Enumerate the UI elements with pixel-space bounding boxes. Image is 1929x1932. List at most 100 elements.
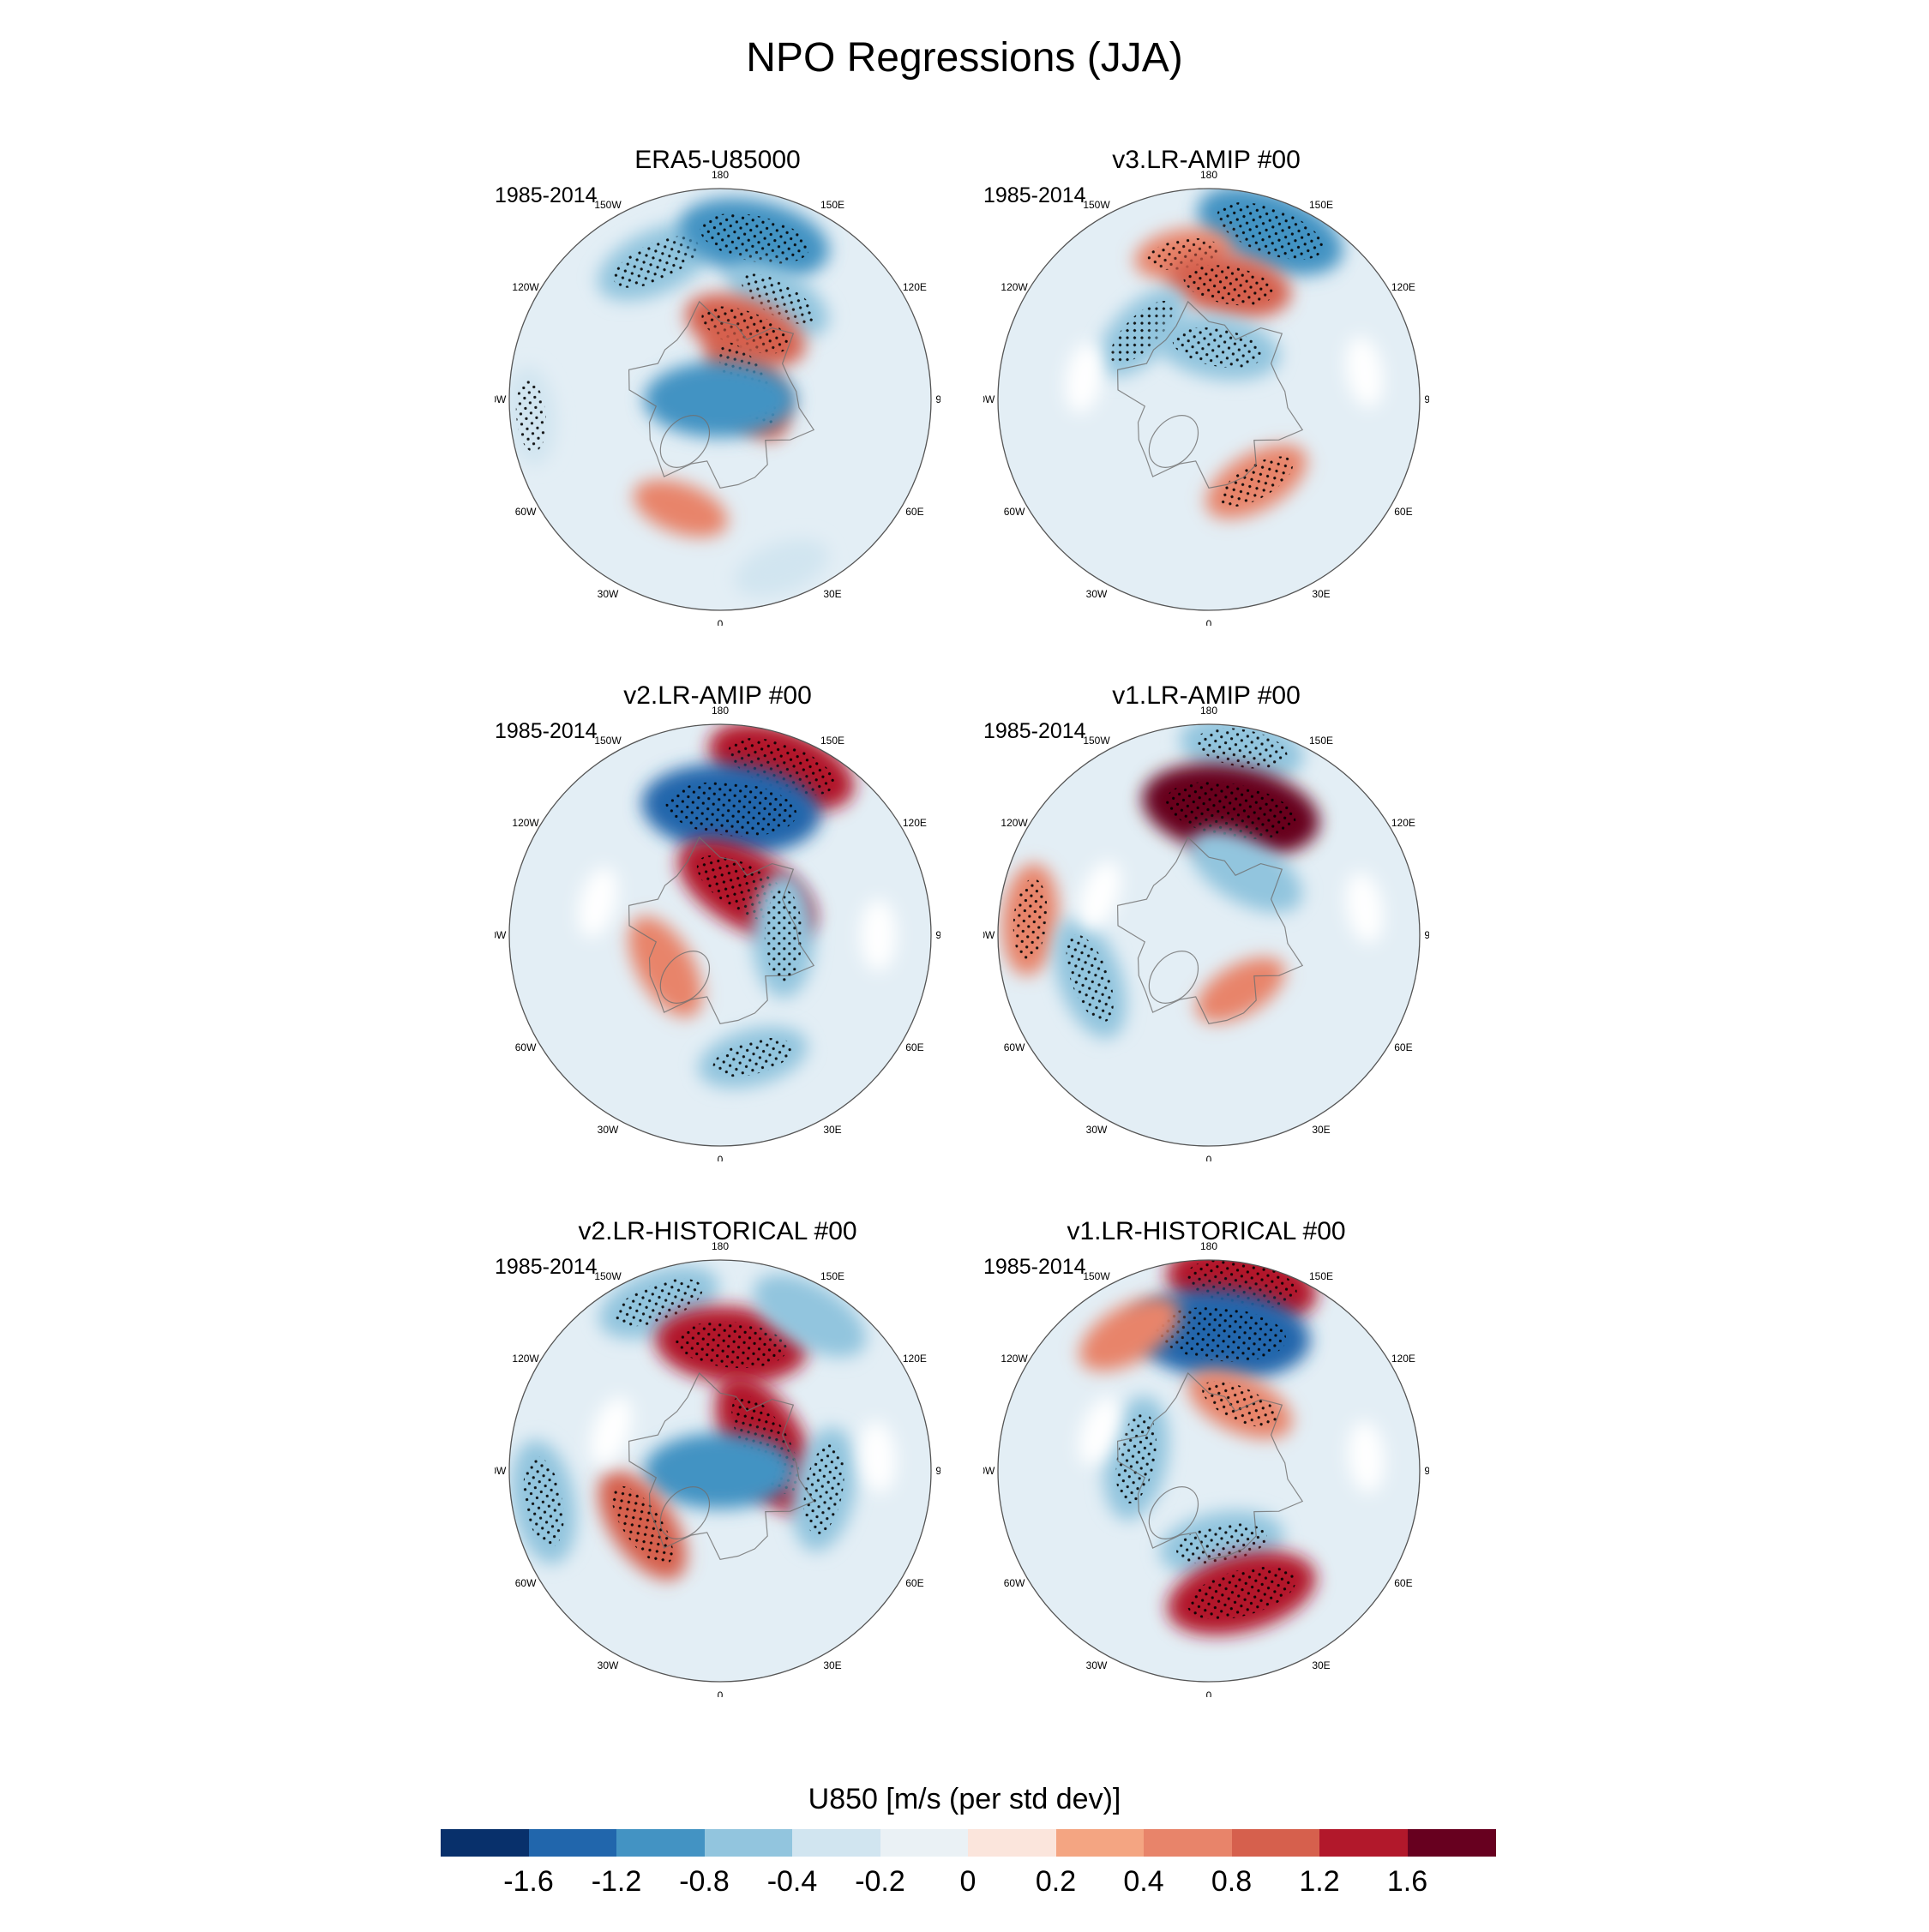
longitude-label: 60W [1004, 506, 1025, 518]
longitude-label: 90E [935, 1465, 940, 1477]
colorbar-tick-label: 1.2 [1299, 1865, 1340, 1898]
map-panel: v2.LR-HISTORICAL #00 1985-2014 180 150E 120E… [495, 1217, 940, 1697]
longitude-label: 180 [1200, 1240, 1217, 1252]
anomaly-region [1345, 872, 1384, 944]
map-background [509, 724, 931, 1146]
longitude-label: 150W [1083, 1270, 1110, 1282]
colorbar-tick-label: 0.8 [1211, 1865, 1253, 1898]
anomaly-region [1348, 1421, 1385, 1493]
longitude-label: 150E [820, 735, 844, 747]
anomaly-region [859, 1421, 897, 1493]
anomaly-region [628, 915, 703, 1017]
significance-stipple [803, 1443, 844, 1535]
longitude-label: 120W [1001, 281, 1028, 293]
longitude-label: 180 [712, 169, 729, 181]
longitude-label: 60W [515, 506, 537, 518]
longitude-label: 30E [1312, 588, 1330, 600]
colorbar-swatch [1055, 1829, 1145, 1857]
colorbar-tick-label: 0.2 [1035, 1865, 1077, 1898]
polar-map: 180 150E 120E 90E 60E 30E 0 30W 60W 90W 120W 150W [983, 1240, 1429, 1697]
anomaly-region [734, 539, 829, 597]
significance-stipple [615, 1278, 703, 1327]
longitude-label: 150E [820, 1270, 844, 1282]
longitude-label: 30E [1312, 1124, 1330, 1136]
longitude-label: 60E [905, 1041, 923, 1053]
colorbar-swatch [1231, 1829, 1320, 1857]
colorbar-tick-label: -0.2 [855, 1865, 905, 1898]
map-boundary [997, 723, 1421, 1147]
panel-title: v2.LR-AMIP #00 [623, 681, 812, 710]
panel-title: ERA5-U85000 [634, 146, 801, 174]
significance-stipple [1219, 456, 1294, 507]
longitude-label: 60E [1394, 1041, 1412, 1053]
coastlines [628, 836, 815, 1024]
longitude-label: 90W [983, 1465, 995, 1477]
significance-stipple [699, 213, 809, 264]
longitude-label: 30W [1086, 588, 1108, 600]
colorbar-tick-label: -0.4 [766, 1865, 818, 1898]
longitude-label: 120E [903, 281, 927, 293]
map-boundary [997, 188, 1421, 611]
significance-stipple [1187, 1566, 1296, 1620]
colorbar-tick-label: -1.6 [503, 1865, 554, 1898]
panel-title: v1.LR-HISTORICAL #00 [1067, 1217, 1346, 1245]
significance-stipple [728, 738, 835, 795]
colorbar-swatch [880, 1829, 969, 1857]
coastlines [628, 300, 815, 489]
longitude-label: 30W [1086, 1124, 1108, 1136]
colorbar: -1.6 -1.2 -0.8 -0.4 -0.2 0 0.2 0.4 0.8 1.2 1.6 [441, 1829, 1496, 1932]
coastlines [1116, 1371, 1304, 1560]
colorbar-swatch [1407, 1829, 1496, 1857]
longitude-label: 0 [1206, 1689, 1212, 1697]
map-panel: ERA5-U85000 1985-2014 180 150E 120E 90E 60E 30E… [495, 146, 940, 626]
longitude-label: 150W [594, 199, 622, 211]
polar-map: 180 150E 120E 90E 60E 30E 0 30W 60W 90W 120W 150W [495, 705, 940, 1161]
longitude-label: 150E [1309, 1270, 1333, 1282]
anomaly-region [644, 1432, 796, 1509]
map-panel: v3.LR-AMIP #00 1985-2014 180 150E 120E 90E 60E… [983, 146, 1429, 626]
significance-stipple [611, 1485, 673, 1565]
significance-stipple [1165, 782, 1296, 840]
anomaly-region [1065, 341, 1103, 413]
map-panel: v2.LR-AMIP #00 1985-2014 180 150E 120E 90E 60E… [495, 681, 940, 1161]
panel-period: 1985-2014 [983, 1255, 1086, 1279]
anomaly-region [590, 1396, 633, 1466]
longitude-label: 150W [594, 1270, 622, 1282]
panel-period: 1985-2014 [983, 183, 1086, 207]
significance-stipple [1110, 301, 1174, 364]
longitude-label: 30W [598, 1659, 619, 1671]
colorbar-title: U850 [m/s (per std dev)] [808, 1783, 1121, 1815]
colorbar-swatch [968, 1829, 1056, 1857]
polar-map: 180 150E 120E 90E 60E 30E 0 30W 60W 90W 120W 150W [983, 169, 1429, 626]
map-boundary [508, 188, 932, 611]
anomaly-region [860, 899, 897, 971]
map-panel: v1.LR-HISTORICAL #00 1985-2014 180 150E 120E… [983, 1217, 1429, 1697]
anomaly-region [1195, 957, 1285, 1023]
map-boundary [508, 1259, 932, 1683]
longitude-label: 60W [515, 1577, 537, 1589]
longitude-label: 90E [1424, 393, 1429, 405]
longitude-label: 150E [820, 199, 844, 211]
longitude-label: 0 [718, 1154, 724, 1161]
longitude-label: 150W [594, 735, 622, 747]
significance-stipple [515, 380, 547, 453]
longitude-label: 120W [512, 281, 539, 293]
panel-title: v1.LR-AMIP #00 [1112, 681, 1301, 710]
anomaly-region [633, 479, 728, 537]
anomaly-region [1079, 861, 1121, 930]
longitude-label: 30E [823, 1659, 841, 1671]
longitude-label: 30E [823, 1124, 841, 1136]
longitude-label: 180 [712, 705, 729, 717]
longitude-label: 60E [1394, 506, 1412, 518]
longitude-label: 30W [598, 1124, 619, 1136]
longitude-label: 150E [1309, 735, 1333, 747]
longitude-label: 150W [1083, 199, 1110, 211]
longitude-label: 120W [1001, 817, 1028, 829]
colorbar-swatch [441, 1829, 529, 1857]
longitude-label: 120E [903, 817, 927, 829]
longitude-label: 60W [1004, 1041, 1025, 1053]
longitude-label: 60E [1394, 1577, 1412, 1589]
longitude-label: 0 [718, 1689, 724, 1697]
longitude-label: 90W [983, 393, 995, 405]
longitude-label: 120W [1001, 1353, 1028, 1365]
